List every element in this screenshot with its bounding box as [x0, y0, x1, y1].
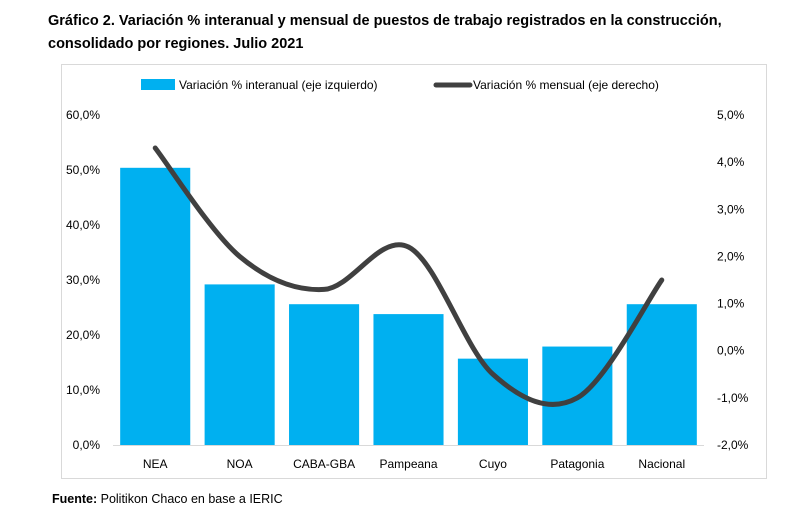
chart-frame	[61, 64, 767, 479]
y-right-tick-label: 3,0%	[717, 202, 745, 216]
y-right-tick-label: -2,0%	[717, 438, 749, 452]
source-text: Politikon Chaco en base a IERIC	[97, 492, 283, 506]
source-label: Fuente:	[52, 492, 98, 506]
y-left-tick-label: 40,0%	[66, 218, 100, 232]
line-series	[152, 145, 665, 407]
y-left-tick-label: 20,0%	[66, 328, 100, 342]
y-left-tick-label: 0,0%	[73, 438, 101, 452]
bar-caba-gba	[289, 304, 360, 445]
legend-swatch-bar	[141, 79, 175, 90]
y-left-tick-label: 10,0%	[66, 383, 100, 397]
x-tick-label: Pampeana	[379, 457, 437, 471]
y-right-tick-label: 4,0%	[717, 155, 745, 169]
y-right-tick-label: 1,0%	[717, 297, 745, 311]
y-right-tick-label: -1,0%	[717, 391, 749, 405]
bar-noa	[204, 284, 275, 445]
x-tick-label: Nacional	[638, 457, 685, 471]
x-axis: NEA NOA CABA-GBA Pampeana Cuyo Patagonia Nacio…	[113, 445, 704, 471]
legend-label-line: Variación % mensual (eje derecho)	[473, 78, 659, 92]
y-left-tick-label: 50,0%	[66, 163, 100, 177]
source-note: Fuente: Politikon Chaco en base a IERIC	[52, 492, 283, 506]
legend-label-bar: Variación % interanual (eje izquierdo)	[179, 78, 378, 92]
bar-series	[120, 167, 697, 446]
y-axis-right: -2,0% -1,0% 0,0% 1,0% 2,0% 3,0% 4,0% 5,0%	[717, 108, 749, 452]
chart-title: Gráfico 2. Variación % interanual y mens…	[48, 13, 722, 52]
x-tick-label: Patagonia	[550, 457, 604, 471]
x-tick-label: CABA-GBA	[293, 457, 355, 471]
x-tick-label: NEA	[143, 457, 168, 471]
legend: Variación % interanual (eje izquierdo) Va…	[141, 78, 659, 92]
y-left-tick-label: 30,0%	[66, 273, 100, 287]
y-right-tick-label: 0,0%	[717, 344, 745, 358]
bar-nacional	[626, 304, 697, 445]
bar-nea	[120, 167, 191, 446]
y-right-tick-label: 2,0%	[717, 249, 745, 263]
bar-pampeana	[373, 314, 444, 445]
x-tick-label: NOA	[227, 457, 253, 471]
x-tick-label: Cuyo	[479, 457, 507, 471]
y-left-tick-label: 60,0%	[66, 108, 100, 122]
y-axis-left: 0,0% 10,0% 20,0% 30,0% 40,0% 50,0% 60,0%	[66, 108, 100, 452]
y-right-tick-label: 5,0%	[717, 108, 745, 122]
